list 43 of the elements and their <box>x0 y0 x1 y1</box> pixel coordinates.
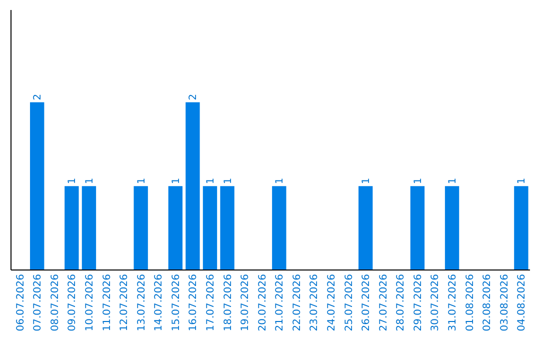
x-tick-label: 02.08.2026 <box>482 274 494 332</box>
x-tick-label: 27.07.2026 <box>378 274 390 332</box>
x-tick-label: 16.07.2026 <box>188 274 200 332</box>
x-tick-label: 22.07.2026 <box>292 274 303 332</box>
data-label: 1 <box>274 178 286 184</box>
x-tick-label: 06.07.2026 <box>15 274 26 332</box>
x-tick-label: 31.07.2026 <box>448 274 459 332</box>
data-label: 1 <box>136 178 148 184</box>
data-label: 1 <box>448 178 459 184</box>
x-tick-label: 04.08.2026 <box>516 274 528 332</box>
x-tick-label: 29.07.2026 <box>412 274 424 332</box>
x-tick-label: 07.07.2026 <box>32 274 44 332</box>
x-tick-label: 19.07.2026 <box>240 274 252 332</box>
data-label: 2 <box>188 94 200 100</box>
x-tick-label: 12.07.2026 <box>119 274 130 332</box>
data-label: 1 <box>67 178 78 184</box>
x-tick-label: 23.07.2026 <box>309 274 320 332</box>
data-label: 1 <box>361 178 372 184</box>
data-label: 1 <box>516 178 528 184</box>
x-tick-label: 11.07.2026 <box>102 274 113 332</box>
x-tick-label: 13.07.2026 <box>136 274 148 332</box>
x-tick-label: 18.07.2026 <box>222 274 234 332</box>
x-tick-label: 01.08.2026 <box>464 274 476 332</box>
x-tick-label: 14.07.2026 <box>154 274 165 332</box>
x-tick-label: 28.07.2026 <box>396 274 407 332</box>
x-tick-label: 30.07.2026 <box>430 274 442 332</box>
data-label: 1 <box>222 178 234 184</box>
x-tick-label: 24.07.2026 <box>326 274 338 332</box>
x-tick-label: 15.07.2026 <box>170 274 182 332</box>
x-tick-label: 21.07.2026 <box>274 274 286 332</box>
x-tick-label: 25.07.2026 <box>344 274 355 332</box>
data-label: 1 <box>412 178 424 184</box>
x-tick-label: 20.07.2026 <box>257 274 268 332</box>
data-label: 1 <box>170 178 182 184</box>
x-tick-label: 17.07.2026 <box>205 274 216 332</box>
x-tick-label: 10.07.2026 <box>84 274 96 332</box>
x-tick-label: 08.07.2026 <box>50 274 61 332</box>
data-label: 1 <box>84 178 96 184</box>
x-tick-label: 03.08.2026 <box>499 274 510 332</box>
data-label: 1 <box>205 178 216 184</box>
x-tick-label: 26.07.2026 <box>361 274 372 332</box>
x-tick-label: 09.07.2026 <box>67 274 78 332</box>
data-label: 2 <box>32 94 44 100</box>
